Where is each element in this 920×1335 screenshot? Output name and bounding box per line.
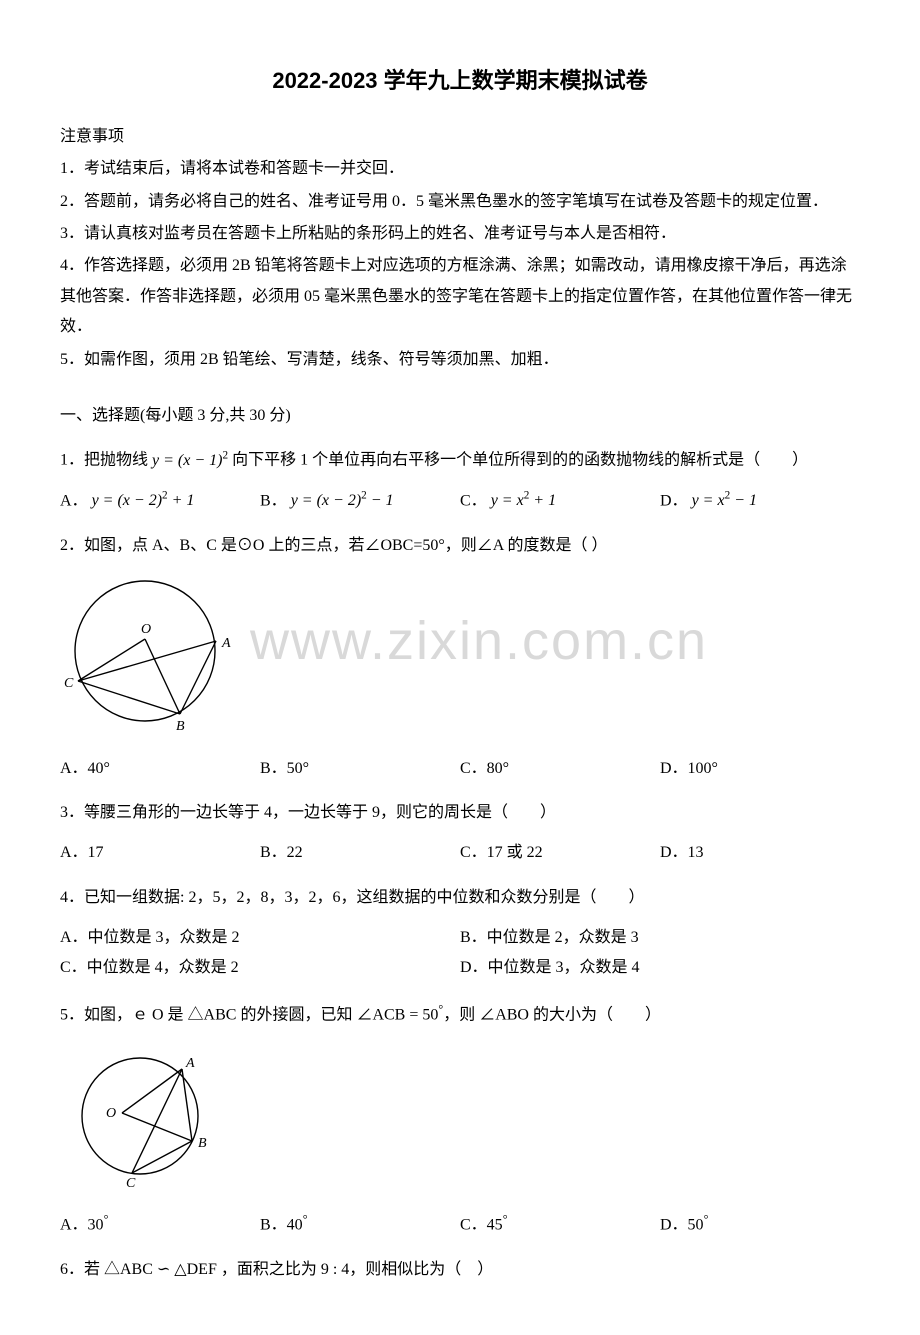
q2-opt-c: C．80°	[460, 754, 660, 784]
q1-opt-c: C． y = x2 + 1	[460, 486, 660, 517]
q1-a-pre: A．	[60, 492, 88, 509]
q5-stem-post: ，则 ∠ABO 的大小为（ ）	[443, 1006, 661, 1023]
q5-a-deg: °	[104, 1212, 109, 1226]
section-1-label: 一、选择题(每小题 3 分,共 30 分)	[60, 401, 860, 431]
instruction-3: 3．请认真核对监考员在答题卡上所粘贴的条形码上的姓名、准考证号与本人是否相符．	[60, 219, 860, 249]
q5-b-txt: B．40	[260, 1216, 303, 1233]
svg-text:C: C	[64, 676, 74, 691]
q1-b-expr: y = (x − 2)2 − 1	[291, 492, 394, 509]
instruction-1: 1．考试结束后，请将本试卷和答题卡一并交回．	[60, 154, 860, 184]
q5-figure: O A B C	[60, 1041, 860, 1202]
q5-options: A．30° B．40° C．45° D．50°	[60, 1208, 860, 1241]
svg-text:C: C	[126, 1176, 136, 1191]
question-5-stem: 5．如图，ｅ O 是 △ABC 的外接圆，已知 ∠ACB = 50°，则 ∠AB…	[60, 998, 860, 1031]
q3-options: A．17 B．22 C．17 或 22 D．13	[60, 838, 860, 868]
q1-opt-d: D． y = x2 − 1	[660, 486, 860, 517]
svg-text:O: O	[141, 622, 151, 637]
q1-stem-pre: 1．把抛物线	[60, 452, 152, 469]
q1-c-expr: y = x2 + 1	[491, 492, 556, 509]
q4-opt-c: C．中位数是 4，众数是 2	[60, 953, 460, 983]
q1-b-pre: B．	[260, 492, 287, 509]
q1-d-expr: y = x2 − 1	[692, 492, 757, 509]
q1-opt-b: B． y = (x − 2)2 − 1	[260, 486, 460, 517]
notice-head: 注意事项	[60, 122, 860, 152]
q1-c-pre: C．	[460, 492, 487, 509]
q5-b-deg: °	[303, 1212, 308, 1226]
q2-svg: O A B C	[60, 571, 240, 736]
q4-opt-a: A．中位数是 3，众数是 2	[60, 923, 460, 953]
q1-a-expr: y = (x − 2)2 + 1	[92, 492, 195, 509]
q1-expr: y = (x − 1)2	[152, 452, 228, 469]
question-3-stem: 3．等腰三角形的一边长等于 4，一边长等于 9，则它的周长是（ ）	[60, 798, 860, 828]
instruction-4: 4．作答选择题，必须用 2B 铅笔将答题卡上对应选项的方框涂满、涂黑；如需改动，…	[60, 251, 860, 342]
q1-d-pre: D．	[660, 492, 688, 509]
svg-text:A: A	[185, 1056, 195, 1071]
q5-opt-c: C．45°	[460, 1208, 660, 1241]
q2-options: A．40° B．50° C．80° D．100°	[60, 754, 860, 784]
q2-figure: O A B C	[60, 571, 860, 747]
page-title: 2022-2023 学年九上数学期末模拟试卷	[60, 60, 860, 102]
q4-options: A．中位数是 3，众数是 2 B．中位数是 2，众数是 3 C．中位数是 4，众…	[60, 923, 860, 984]
q2-opt-d: D．100°	[660, 754, 860, 784]
q3-opt-d: D．13	[660, 838, 860, 868]
svg-text:B: B	[176, 719, 185, 734]
q3-opt-a: A．17	[60, 838, 260, 868]
svg-text:B: B	[198, 1136, 207, 1151]
q5-a-txt: A．30	[60, 1216, 104, 1233]
svg-text:A: A	[221, 636, 231, 651]
q2-opt-a: A．40°	[60, 754, 260, 784]
instruction-5: 5．如需作图，须用 2B 铅笔绘、写清楚，线条、符号等须加黑、加粗．	[60, 345, 860, 375]
q4-opt-d: D．中位数是 3，众数是 4	[460, 953, 860, 983]
q5-c-deg: °	[503, 1212, 508, 1226]
q5-d-txt: D．50	[660, 1216, 704, 1233]
q3-opt-b: B．22	[260, 838, 460, 868]
question-1: 1．把抛物线 y = (x − 1)2 向下平移 1 个单位再向右平移一个单位所…	[60, 445, 860, 476]
q3-opt-c: C．17 或 22	[460, 838, 660, 868]
question-4-stem: 4．已知一组数据: 2，5，2，8，3，2，6，这组数据的中位数和众数分别是（ …	[60, 883, 860, 913]
question-2-stem: 2．如图，点 A、B、C 是⊙O 上的三点，若∠OBC=50°，则∠A 的度数是…	[60, 531, 860, 561]
q1-stem-mid: 向下平移 1 个单位再向右平移一个单位所得到的的函数抛物线的解析式是（ ）	[232, 452, 808, 469]
q5-opt-d: D．50°	[660, 1208, 860, 1241]
q4-opt-b: B．中位数是 2，众数是 3	[460, 923, 860, 953]
q5-opt-a: A．30°	[60, 1208, 260, 1241]
question-6-stem: 6．若 △ABC ∽ △DEF ，面积之比为 9 : 4，则相似比为（ ）	[60, 1255, 860, 1285]
svg-text:O: O	[106, 1106, 116, 1121]
instruction-2: 2．答题前，请务必将自己的姓名、准考证号用 0．5 毫米黑色墨水的签字笔填写在试…	[60, 187, 860, 217]
q1-options: A． y = (x − 2)2 + 1 B． y = (x − 2)2 − 1 …	[60, 486, 860, 517]
q5-d-deg: °	[704, 1212, 709, 1226]
q5-stem-pre: 5．如图，ｅ O 是 △ABC 的外接圆，已知 ∠ACB = 50	[60, 1006, 438, 1023]
q2-opt-b: B．50°	[260, 754, 460, 784]
q1-opt-a: A． y = (x − 2)2 + 1	[60, 486, 260, 517]
q5-opt-b: B．40°	[260, 1208, 460, 1241]
q5-svg: O A B C	[60, 1041, 220, 1191]
q5-c-txt: C．45	[460, 1216, 503, 1233]
